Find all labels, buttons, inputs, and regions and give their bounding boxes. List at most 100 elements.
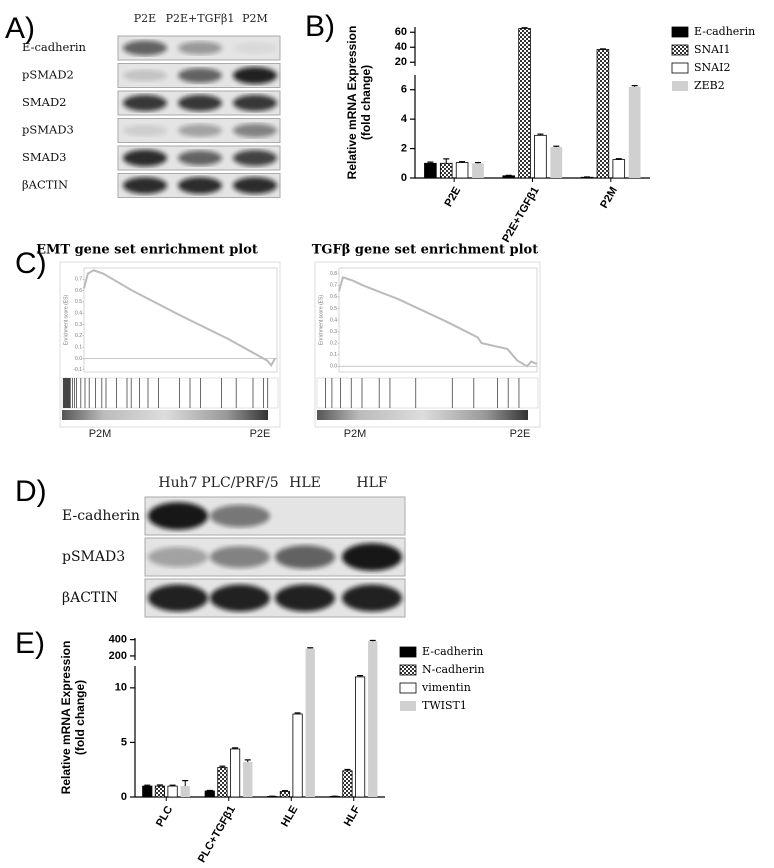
error-bar — [156, 784, 163, 787]
blot-band — [178, 94, 222, 112]
gsea-tick-label: 0.7 — [75, 277, 82, 283]
bar — [455, 162, 469, 179]
blot-band — [178, 150, 222, 166]
legend-label: TWIST1 — [422, 699, 467, 712]
blot-band — [233, 177, 277, 194]
x-tick-label: PLC+TGFβ1 — [196, 804, 238, 865]
y-axis-label-line: Relative mRNA Expression — [59, 641, 73, 795]
blot-band — [123, 94, 167, 112]
blot-band — [233, 94, 277, 112]
gsea-left-label: P2M — [89, 428, 112, 440]
gsea-hit-frame — [316, 377, 539, 409]
x-tick-label: PLC — [154, 804, 175, 829]
error-bar — [182, 780, 189, 787]
gsea-tick-label: 0.2 — [330, 340, 337, 346]
error-bar — [443, 158, 450, 164]
legend-label: E-cadherin — [694, 25, 755, 38]
blot-band — [123, 69, 167, 82]
panel-label: C) — [15, 247, 47, 280]
error-bar — [474, 161, 481, 164]
bar — [368, 641, 378, 797]
lane-label: PLC/PRF/5 — [201, 475, 278, 491]
blot-band — [178, 124, 222, 137]
legend-swatch — [672, 81, 688, 91]
gsea-title: EMT gene set enrichment plot — [36, 243, 258, 258]
blot-band — [178, 177, 222, 194]
legend-label: vimentin — [421, 681, 471, 694]
bar — [142, 785, 153, 798]
gsea-y-label: Enrichment score (ES) — [318, 295, 324, 346]
error-bar — [169, 784, 176, 787]
gsea-tick-label: 0.5 — [330, 306, 337, 312]
bar — [342, 770, 353, 798]
blot-band — [210, 504, 270, 528]
y-axis-label: Relative mRNA Expression(fold change) — [345, 26, 373, 180]
gsea-y-label: Enrichment score (ES) — [63, 295, 69, 346]
legend-swatch — [399, 682, 417, 694]
gsea-tick-label: -0.1 — [73, 367, 82, 373]
gsea-plot-area — [83, 267, 278, 373]
legend-label: ZEB2 — [694, 79, 725, 92]
error-bar — [553, 145, 560, 148]
blot-band — [123, 177, 167, 194]
bar — [424, 162, 437, 179]
panel-label: A) — [5, 12, 35, 45]
lane-label: P2M — [242, 12, 268, 25]
bar — [180, 786, 190, 797]
error-bar — [521, 27, 528, 29]
protein-label: pSMAD3 — [62, 549, 125, 565]
y-tick-label: 6 — [401, 84, 407, 96]
bar — [279, 791, 291, 798]
protein-label: βACTIN — [22, 178, 68, 192]
protein-label: pSMAD3 — [22, 123, 74, 137]
error-bar — [307, 647, 314, 649]
lane-label: Huh7 — [158, 475, 197, 491]
gsea-tick-label: 0.4 — [330, 317, 337, 323]
blot-band — [275, 545, 335, 569]
bar — [154, 785, 166, 798]
gsea-tick-label: 0.8 — [330, 271, 337, 277]
legend-swatch — [399, 646, 417, 658]
legend-swatch — [671, 62, 689, 74]
error-bar — [357, 675, 364, 677]
protein-label: SMAD3 — [22, 150, 67, 164]
blot-band — [123, 149, 167, 167]
gsea-left-label: P2M — [344, 428, 367, 440]
gsea-tick-label: 0.7 — [330, 283, 337, 289]
blot-band — [342, 584, 402, 612]
error-bar — [599, 48, 606, 50]
bar — [243, 762, 253, 797]
lane-label: HLE — [289, 475, 321, 491]
blot-band — [178, 68, 222, 83]
blot-band — [275, 584, 335, 612]
gsea-tick-label: 0.0 — [330, 364, 337, 370]
bar — [167, 785, 178, 798]
panel-label: D) — [15, 475, 47, 508]
protein-label: E-cadherin — [62, 508, 140, 524]
legend-swatch — [671, 26, 689, 38]
gsea-hit-frame — [61, 377, 279, 409]
error-bar — [631, 84, 638, 87]
y-tick-label: 400 — [109, 634, 127, 646]
bar — [612, 159, 626, 179]
blot-band — [233, 66, 277, 85]
blot-band — [123, 124, 167, 137]
gsea-tick-label: 0.0 — [75, 356, 82, 362]
blot-band — [123, 40, 167, 56]
bar — [534, 134, 547, 179]
bar — [518, 28, 531, 179]
gsea-right-label: P2E — [510, 428, 531, 440]
bar — [204, 790, 215, 798]
legend-label: N-cadherin — [422, 663, 485, 676]
protein-label: pSMAD2 — [22, 68, 74, 82]
lane-label: HLF — [356, 475, 388, 491]
bar — [305, 648, 315, 797]
gsea-right-label: P2E — [250, 428, 271, 440]
error-bar — [369, 639, 376, 642]
gsea-tick-label: 0.5 — [75, 299, 82, 305]
error-bar — [459, 161, 466, 163]
blot-band — [233, 123, 277, 138]
y-axis-label-line: (fold change) — [73, 680, 87, 755]
gsea-curve — [83, 269, 276, 367]
